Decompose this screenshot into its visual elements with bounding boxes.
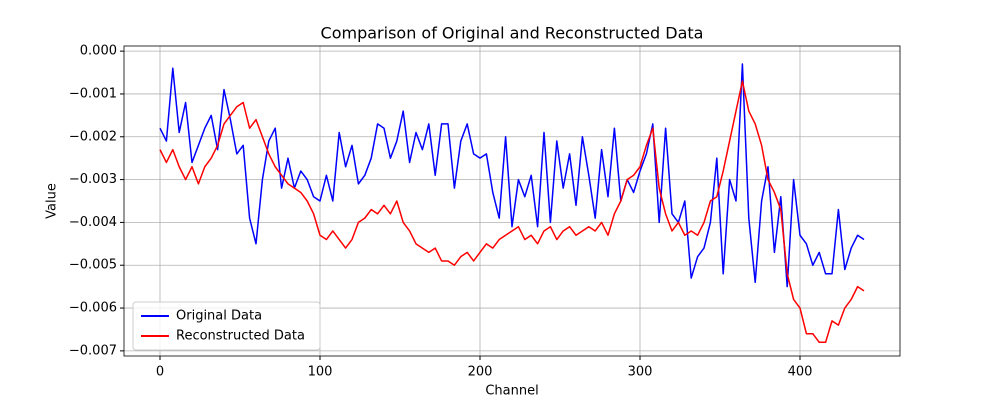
- plot-frame: [123, 45, 901, 357]
- legend: Original Data Reconstructed Data: [132, 301, 321, 351]
- y-axis-label: Value: [45, 183, 60, 219]
- x-tick-label: 400: [788, 365, 813, 380]
- data-line: [159, 80, 865, 344]
- data-line: [159, 63, 865, 288]
- x-tick-label: 300: [628, 365, 653, 380]
- y-tick-label: −0.006: [69, 301, 117, 316]
- y-tick-label: −0.001: [69, 86, 117, 101]
- y-tick-label: −0.002: [69, 129, 117, 144]
- y-tick-label: −0.007: [69, 343, 117, 358]
- legend-label: Reconstructed Data: [176, 329, 305, 344]
- y-tick-label: 0.000: [80, 44, 117, 59]
- y-tick-label: −0.005: [69, 258, 117, 273]
- x-axis-label: Channel: [485, 384, 538, 399]
- x-tick-label: 100: [308, 365, 333, 380]
- x-tick-label: 0: [156, 365, 164, 380]
- legend-box: [132, 301, 321, 351]
- chart-title: Comparison of Original and Reconstructed…: [321, 24, 704, 43]
- y-tick-label: −0.004: [69, 215, 117, 230]
- y-tick-label: −0.003: [69, 172, 117, 187]
- legend-label: Original Data: [176, 309, 262, 324]
- x-tick-label: 200: [468, 365, 493, 380]
